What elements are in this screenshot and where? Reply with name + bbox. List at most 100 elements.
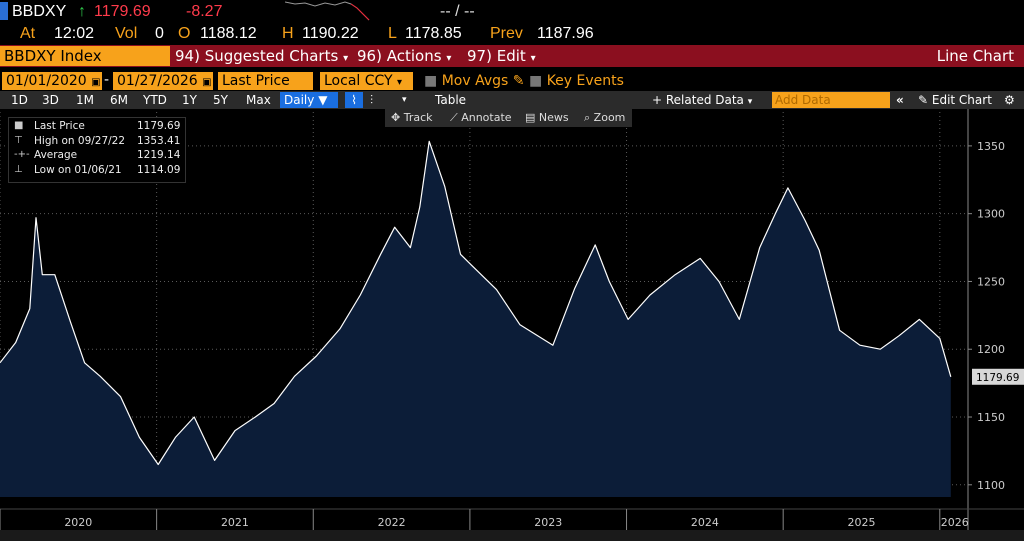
low-label: L [388, 25, 397, 42]
menu-number: 94) [175, 47, 200, 65]
tool-label: News [538, 111, 569, 124]
last-value-box [972, 368, 1024, 385]
period-button[interactable]: 6M [110, 93, 128, 107]
start-date[interactable]: 01/01/2020 ▣ [2, 72, 102, 90]
bar-icon[interactable]: ⫶ [370, 93, 374, 107]
option-label: Mov Avgs [441, 73, 509, 89]
legend-value: 1219.14 [137, 149, 181, 161]
icon-dropdown[interactable]: ▾ [402, 95, 407, 105]
option-mov-avgs[interactable]: ■ Mov Avgs ✎ [424, 73, 525, 89]
prev-label: Prev [490, 25, 523, 42]
sparkline [285, 1, 370, 21]
prev: 1187.96 [537, 25, 594, 42]
tool-label: Zoom [593, 111, 626, 124]
tool-news[interactable]: ▤ News [525, 111, 569, 124]
menu-suggested-charts[interactable]: 94) Suggested Charts ▾ [175, 47, 349, 65]
table-button[interactable]: Table [435, 93, 467, 107]
x-tick-label: 2020 [64, 516, 92, 529]
x-tick-label: 2021 [221, 516, 249, 529]
menu-edit[interactable]: 97) Edit ▾ [467, 47, 536, 65]
high-label: H [282, 25, 294, 42]
chart: 1179.69 1100 1150 1200 1250 1300 1350 2020 2021 2… [0, 109, 1024, 541]
end-date[interactable]: 01/27/2026 ▣ [113, 72, 213, 90]
volume-label: Vol [115, 25, 138, 42]
line-icon[interactable]: ⌇ [345, 92, 363, 108]
option-label: Key Events [546, 73, 624, 89]
open: 1188.12 [200, 25, 257, 42]
period-button[interactable]: YTD [143, 93, 167, 107]
collapse-button[interactable]: « [896, 93, 904, 107]
legend [8, 117, 186, 183]
y-tick-label: 1150 [977, 411, 1005, 424]
y-tick-label: 1300 [977, 208, 1005, 221]
currency-select[interactable]: Local CCY ▾ [320, 72, 413, 90]
settings-icon[interactable]: ⚙ [1004, 93, 1015, 107]
open-label: O [178, 25, 191, 42]
menu-bar [0, 45, 1024, 67]
status-strip [0, 530, 1024, 541]
related-data[interactable]: + Related Data ▾ [652, 93, 753, 107]
price-change: -8.27 [186, 3, 223, 20]
tool-annotate[interactable]: ⟋ Annotate [450, 111, 512, 124]
status-indicator [0, 2, 8, 20]
period-button[interactable]: 3D [42, 93, 59, 107]
menu-label: Suggested Charts [204, 47, 339, 65]
option-key-events[interactable]: ■ Key Events [529, 73, 624, 89]
y-tick-label: 1250 [977, 275, 1005, 288]
y-tick-label: 1200 [977, 343, 1005, 356]
x-tick-label: 2026 [941, 516, 969, 529]
x-tick-label: 2023 [534, 516, 562, 529]
legend-icon: ⊤ [14, 134, 23, 146]
chart-tools [385, 109, 632, 127]
legend-value: 1114.09 [137, 163, 181, 176]
related-data-text: + Related Data [652, 93, 744, 107]
date-separator: - [104, 72, 110, 88]
y-tick-label: 1100 [977, 479, 1005, 492]
period-button[interactable]: 5Y [213, 93, 228, 107]
x-tick-label: 2022 [378, 516, 406, 529]
field-select[interactable]: Last Price [218, 72, 313, 90]
start-date-text: 01/01/2020 [6, 73, 87, 89]
end-date-text: 01/27/2026 [117, 73, 198, 89]
period-bar [0, 91, 1024, 109]
period-button[interactable]: 1M [76, 93, 94, 107]
security-field[interactable]: BBDXY Index [0, 46, 170, 66]
tool-zoom[interactable]: ⌕ Zoom [584, 111, 626, 124]
period-button[interactable]: 1D [11, 93, 28, 107]
price-line [0, 140, 952, 466]
period-button[interactable]: 1Y [182, 93, 197, 107]
legend-icon: -+- [14, 149, 30, 160]
edit-chart[interactable]: ✎ Edit Chart [918, 93, 992, 107]
legend-value: 1353.41 [137, 134, 181, 147]
bid-ask: -- / -- [440, 3, 475, 20]
tool-track[interactable]: ✥ Track [391, 111, 433, 124]
high: 1190.22 [302, 25, 359, 42]
low: 1178.85 [405, 25, 462, 42]
legend-icon: ■ [14, 120, 24, 131]
tool-label: Annotate [461, 111, 512, 124]
last-value-label: 1179.69 [976, 372, 1019, 384]
menu-number: 96) [357, 47, 382, 65]
legend-label: Average [34, 149, 78, 161]
area-fill [0, 141, 951, 498]
add-data-input[interactable]: Add Data [772, 92, 890, 108]
legend-label: Last Price [34, 120, 85, 132]
edit-chart-text: Edit Chart [931, 93, 992, 107]
time-label: At [20, 25, 36, 42]
time: 12:02 [54, 25, 95, 42]
tool-label: Track [403, 111, 433, 124]
menu-label: Actions [386, 47, 442, 65]
x-tick-label: 2025 [847, 516, 875, 529]
last-price: 1179.69 [94, 3, 151, 20]
chart-type[interactable]: Line Chart [936, 47, 1014, 65]
period-button[interactable]: Max [246, 93, 271, 107]
y-tick-label: 1350 [977, 140, 1005, 153]
legend-label: High on 09/27/22 [34, 134, 126, 147]
legend-label: Low on 01/06/21 [34, 163, 122, 176]
menu-actions[interactable]: 96) Actions ▾ [357, 47, 452, 65]
x-tick-label: 2024 [691, 516, 719, 529]
frequency-select[interactable]: Daily ▼ [280, 92, 338, 108]
legend-value: 1179.69 [137, 120, 181, 132]
up-arrow: ↑ [78, 3, 86, 20]
